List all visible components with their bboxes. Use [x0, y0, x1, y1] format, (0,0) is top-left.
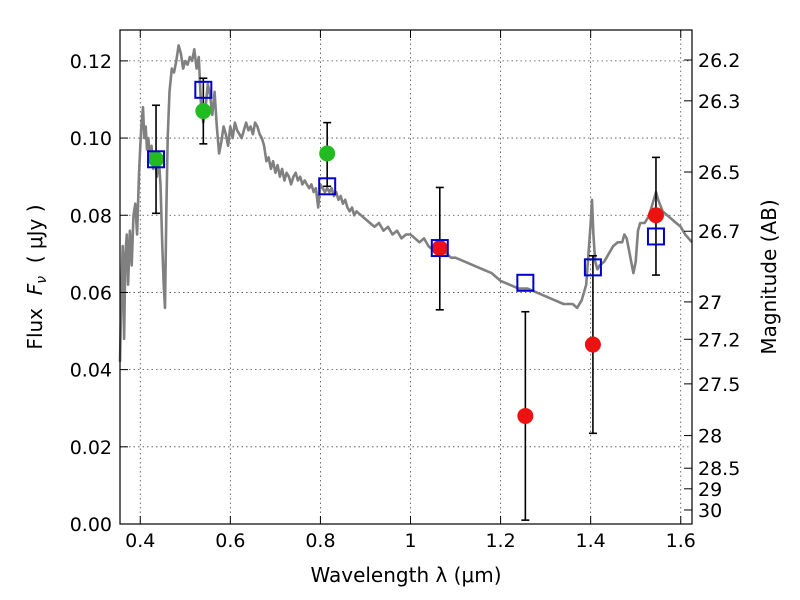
model-photometry-square [516, 273, 535, 292]
y-tick-label: 0.08 [70, 205, 112, 227]
magnitude-tick-label: 27.2 [698, 329, 740, 351]
green-data-point [148, 151, 165, 168]
magnitude-tick-label: 26.3 [698, 91, 740, 113]
magnitude-tick-label: 28 [698, 426, 722, 448]
y-axis-label-prefix: Flux [23, 295, 47, 349]
magnitude-tick-label: 26.7 [698, 221, 740, 243]
magnitude-tick-label: 26.2 [698, 50, 740, 72]
plot-frame [119, 29, 693, 525]
model-sed-line [118, 44, 693, 362]
model-photometry-square [194, 80, 213, 99]
y-tick-label: 0.00 [70, 514, 112, 536]
magnitude-tick-label: 27 [698, 292, 722, 314]
y-tick-label: 0.04 [70, 360, 112, 382]
x-tick-label: 1.2 [485, 530, 515, 552]
red-data-point [517, 407, 534, 424]
y-axis-label-subscript: ν [34, 276, 50, 284]
y-tick-label: 0.06 [70, 282, 112, 304]
red-data-point [647, 207, 664, 224]
green-data-point [319, 145, 336, 162]
magnitude-tick-label: 28.5 [698, 458, 740, 480]
y-tick-label: 0.02 [70, 437, 112, 459]
y-axis-label-symbol: F [23, 283, 47, 295]
magnitude-tick-label: 30 [698, 500, 722, 522]
model-photometry-square [646, 227, 665, 246]
x-tick-label: 1 [404, 530, 416, 552]
y-tick-label: 0.12 [70, 51, 112, 73]
model-curve-layer [118, 44, 693, 362]
magnitude-tick-label: 29 [698, 479, 722, 501]
y-axis-label: Flux Fν ( μJy ) [23, 204, 50, 349]
marker-layer [147, 80, 665, 424]
model-photometry-square [147, 150, 166, 169]
magnitude-tick-label: 27.5 [698, 374, 740, 396]
x-tick-label: 1.6 [666, 530, 696, 552]
model-photometry-square [430, 239, 449, 258]
x-axis-label: Wavelength λ (μm) [310, 563, 501, 587]
green-data-point [195, 103, 212, 120]
y-axis-label-suffix: ( μJy ) [23, 204, 47, 276]
magnitude-tick-label: 26.5 [698, 162, 740, 184]
model-photometry-square [583, 258, 602, 277]
y-tick-label: 0.10 [70, 128, 112, 150]
red-data-point [431, 240, 448, 257]
x-tick-label: 0.8 [305, 530, 335, 552]
x-tick-label: 0.6 [215, 530, 245, 552]
tick-layer [120, 30, 692, 525]
tick-label-layer: 0.4 0.6 0.8 1 1.2 1.4 1.6 0.00 0.02 0.04 0.06 0.08 0… [70, 50, 741, 552]
x-tick-label: 1.4 [576, 530, 606, 552]
secondary-y-axis-label: Magnitude (AB) [757, 199, 781, 354]
red-data-point [584, 336, 601, 353]
x-tick-label: 0.4 [125, 530, 155, 552]
model-photometry-square [318, 177, 337, 196]
